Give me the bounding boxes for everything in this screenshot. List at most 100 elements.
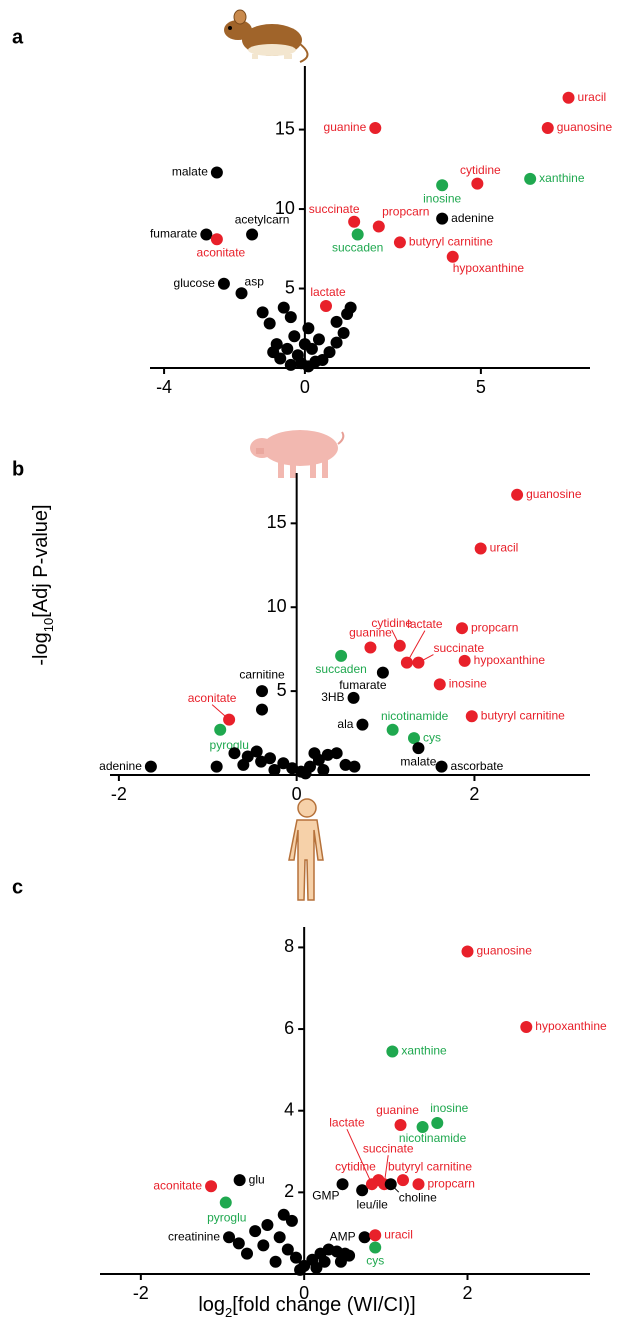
point-label: succinate [363,1141,414,1155]
point [338,327,350,339]
point [434,678,446,690]
axis-title: -log10[Adj P-value] [30,504,56,665]
point-label: hypoxanthine [453,261,525,275]
axis-title-part: [fold change (WI/CI)] [232,1294,415,1316]
point [294,1264,306,1276]
point-label: hypoxanthine [474,653,546,667]
figure: a-40551015uracilguanosineguaninemalatecy… [0,0,624,1323]
point-label: cytidine [335,1159,376,1173]
point-label: hypoxanthine [535,1019,607,1033]
point [563,92,575,104]
point [331,316,343,328]
point-label: ascorbate [451,759,504,773]
point [413,1178,425,1190]
point [281,343,293,355]
point [447,251,459,263]
point [313,333,325,345]
point [205,1180,217,1192]
point [200,228,212,240]
point [397,1174,409,1186]
point [309,356,321,368]
y-tick-label: 15 [275,118,295,138]
point [308,747,320,759]
point [288,330,300,342]
point [274,1231,286,1243]
point-label: acetylcarn [235,213,290,227]
point-label: lactate [310,285,346,299]
point-label: lactate [407,617,443,631]
point [459,655,471,667]
point [214,724,226,736]
point [373,221,385,233]
point [319,1256,331,1268]
point-label: adenine [451,211,494,225]
point-label: carnitine [239,667,285,681]
y-tick-label: 5 [285,277,295,297]
point [369,122,381,134]
point-label: cys [366,1254,384,1268]
point-label: GMP [312,1188,339,1202]
point [436,213,448,225]
point-label: aconitate [188,691,237,705]
point-label: malate [172,165,208,179]
pig-icon [250,430,343,478]
point [335,650,347,662]
point [471,178,483,190]
point [369,1229,381,1241]
point [412,657,424,669]
point [359,1231,371,1243]
point [246,228,258,240]
x-tick-label: -2 [111,784,127,804]
point [324,346,336,358]
point [401,657,413,669]
point-label: AMP [330,1229,356,1243]
point-label: asp [245,274,265,288]
point [542,122,554,134]
human-icon [289,799,323,900]
point [387,724,399,736]
point [395,1119,407,1131]
leader-line [347,1129,372,1184]
axis-title-part: 10 [41,618,56,632]
y-tick-label: 8 [284,936,294,956]
panel-letter: a [12,26,24,48]
point-label: succaden [332,241,383,255]
point-label: pyroglu [210,738,249,752]
axis-title-part: log [198,1294,225,1316]
point-label: succinate [309,202,360,216]
point-label: adenine [99,759,142,773]
point-label: succaden [315,662,366,676]
point-label: inosine [430,1101,468,1115]
axis-title-part: 2 [225,1305,232,1320]
point [145,761,157,773]
point-label: propcarn [382,205,429,219]
point-label: pyroglu [207,1211,246,1225]
point-label: guanosine [477,944,533,958]
point-label: guanosine [557,120,613,134]
point [466,710,478,722]
page: a-40551015uracilguanosineguaninemalatecy… [0,0,624,1323]
point [211,233,223,245]
point-label: glu [249,1172,265,1186]
y-tick-label: 5 [277,680,287,700]
x-tick-label: -2 [133,1283,149,1303]
point [220,1197,232,1209]
point [223,714,235,726]
point [366,1178,378,1190]
point [394,640,406,652]
point [218,278,230,290]
point [385,1178,397,1190]
point-label: ala [337,717,353,731]
point [356,719,368,731]
point-label: propcarn [428,1176,475,1190]
point [331,747,343,759]
point-label: inosine [423,191,461,205]
x-tick-label: 0 [292,784,302,804]
point [475,543,487,555]
point [261,1219,273,1231]
point-label: propcarn [471,620,518,634]
point [335,1256,347,1268]
point [348,761,360,773]
point-label: malate [400,754,436,768]
point [285,359,297,371]
